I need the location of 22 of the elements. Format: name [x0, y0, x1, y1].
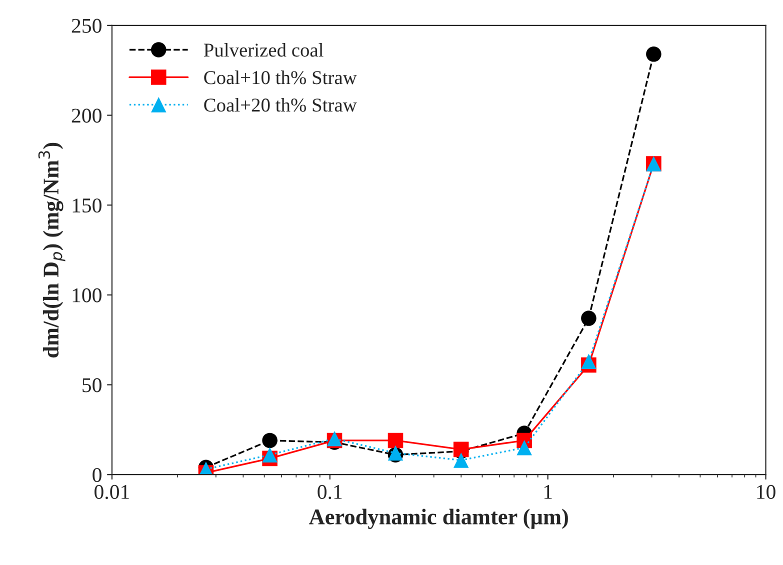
- y-tick-label: 150: [72, 198, 102, 213]
- y-tick-label: 250: [72, 18, 102, 33]
- x-tick-label: 0.01: [94, 484, 129, 500]
- point: [262, 447, 278, 462]
- point: [581, 354, 596, 370]
- point: [646, 46, 662, 62]
- y-tick-label: 50: [82, 378, 102, 392]
- point: [453, 452, 469, 468]
- point: [262, 432, 278, 448]
- x-tick-label: 0.1: [318, 484, 342, 500]
- point: [581, 310, 596, 326]
- y-axis-title: dm/d(ln D$_{p}$) (mg/Nm$^{3}$): [38, 142, 66, 358]
- legend-label: Pulverized coal: [204, 43, 324, 57]
- legend-label: Coal+20 th% Straw: [204, 98, 357, 112]
- x-tick-label: 10: [757, 484, 776, 499]
- x-tick-label: 1: [544, 485, 552, 499]
- point: [516, 440, 532, 456]
- legend-label: Coal+10 th% Straw: [204, 70, 357, 84]
- y-tick-label: 0: [92, 468, 102, 482]
- y-tick-label: 200: [72, 108, 102, 123]
- y-tick-label: 100: [72, 288, 102, 302]
- x-axis-title: Aerodynamic diamter (µm): [309, 508, 568, 529]
